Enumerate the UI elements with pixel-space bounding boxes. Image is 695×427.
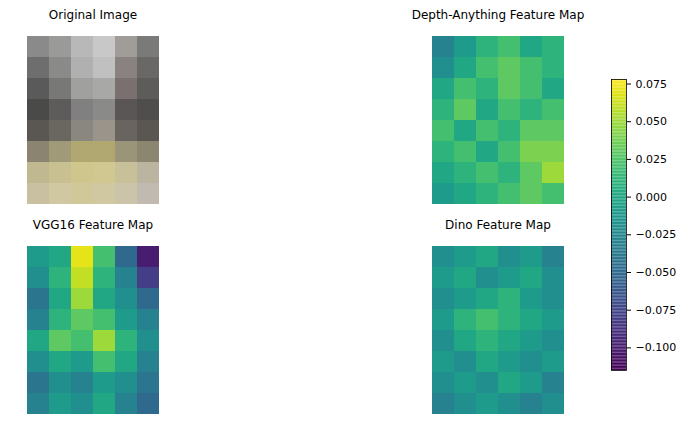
svg-text:0.025: 0.025 [636,153,668,166]
html-text:Dino Feature Map: Dino Feature Map [445,218,551,232]
svg-text:−0.100: −0.100 [636,341,677,354]
html-text:VGG16 Feature Map: VGG16 Feature Map [32,218,154,232]
svg-text:0.075: 0.075 [636,78,668,91]
svg-text:−0.075: −0.075 [636,304,677,317]
svg-text:0.050: 0.050 [636,115,668,128]
svg-text:−0.050: −0.050 [636,266,677,279]
svg-text:−0.025: −0.025 [636,228,677,241]
svg-text:0.000: 0.000 [636,191,668,204]
html-text:Depth-Anything Feature Map: Depth-Anything Feature Map [411,8,585,22]
html-text:Original Image: Original Image [48,8,138,22]
